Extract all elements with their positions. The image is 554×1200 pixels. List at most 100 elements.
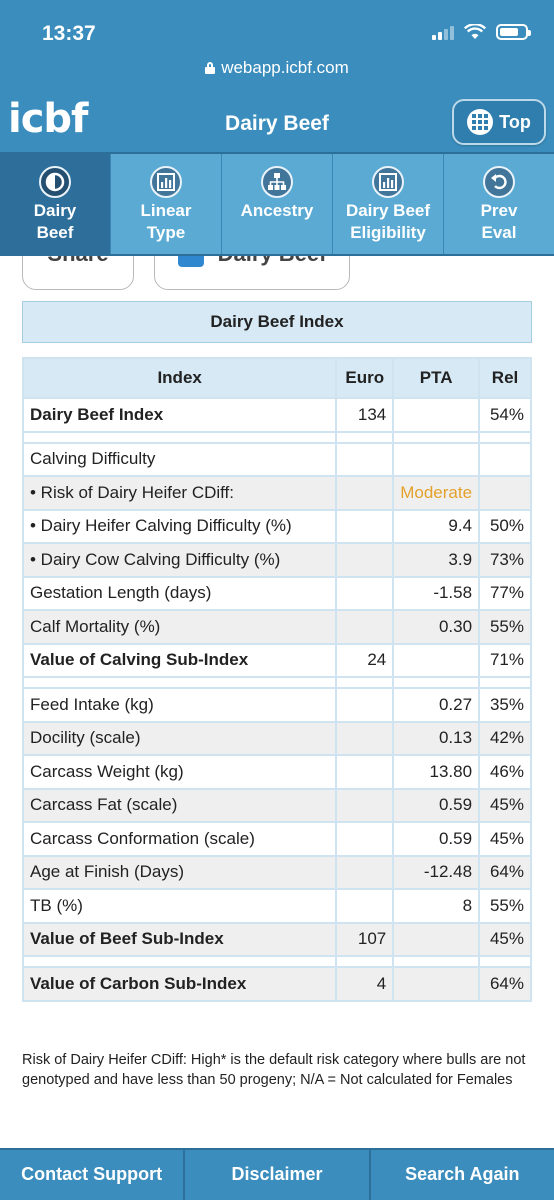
checkbox-icon: [177, 256, 204, 267]
cell-rel: 46%: [478, 754, 532, 790]
cell-index: Feed Intake (kg): [21, 687, 338, 723]
tab-label-line2: Ancestry: [240, 201, 314, 220]
page-title: Dairy Beef: [225, 112, 329, 135]
cell-index: Carcass Fat (scale): [21, 787, 338, 823]
cell-rel: [478, 441, 532, 477]
cell-pta: -12.48: [392, 854, 481, 890]
undo-arrow-icon: [483, 166, 515, 198]
cell-euro: [335, 821, 395, 857]
battery-icon: [496, 24, 531, 40]
tab-label-line1: Dairy: [33, 201, 77, 220]
dairy-beef-toggle-button[interactable]: Dairy Beef: [154, 256, 350, 290]
cell-index: Docility (scale): [21, 720, 338, 756]
cell-pta: 8: [392, 888, 481, 924]
cell-index: Value of Beef Sub-Index: [21, 921, 338, 957]
cell-pta: -1.58: [392, 575, 481, 611]
table-row: Value of Carbon Sub-Index 4 64%: [21, 966, 532, 1002]
cell-rel: 73%: [478, 542, 532, 578]
tab-dairy-beef[interactable]: Dairy Beef: [0, 154, 111, 254]
cell-index: Value of Calving Sub-Index: [21, 642, 338, 678]
tab-label-line2: Beef: [36, 223, 74, 242]
lock-icon: [205, 62, 216, 74]
top-header: 13:37 webapp.icbf.com icbf Dairy Beef To…: [0, 0, 554, 152]
cell-euro: [335, 854, 395, 890]
bottom-bar: Contact Support Disclaimer Search Again: [0, 1148, 554, 1200]
top-button[interactable]: Top: [452, 99, 546, 145]
tab-prev-eval[interactable]: Prev Eval: [444, 154, 554, 254]
url-text: webapp.icbf.com: [221, 58, 349, 77]
table-row: • Dairy Cow Calving Difficulty (%) 3.9 7…: [21, 542, 532, 578]
cell-euro: [335, 787, 395, 823]
footnote: Risk of Dairy Heifer CDiff: High* is the…: [22, 1052, 526, 1088]
cell-index: Age at Finish (Days): [21, 854, 338, 890]
cell-euro: [335, 508, 395, 544]
table-row: Carcass Conformation (scale) 0.59 45%: [21, 821, 532, 857]
search-again-button[interactable]: Search Again: [405, 1164, 520, 1184]
signal-icon: [432, 24, 454, 40]
cell-pta: 0.59: [392, 821, 481, 857]
cell-rel: 35%: [478, 687, 532, 723]
cell-euro: 4: [335, 966, 395, 1002]
table-header-row: Index Euro PTA Rel: [21, 357, 532, 399]
section-title: Dairy Beef Index: [22, 301, 532, 343]
cell-index: Calving Difficulty: [21, 441, 338, 477]
table-row: Docility (scale) 0.13 42%: [21, 720, 532, 756]
cell-pta-risk: Moderate: [392, 475, 481, 511]
share-button[interactable]: Share: [22, 256, 134, 290]
tab-dairy-beef-eligibility[interactable]: Dairy Beef Eligibility: [333, 154, 444, 254]
pedigree-tree-icon: [261, 166, 293, 198]
wifi-icon: [464, 24, 486, 39]
cell-euro: [335, 720, 395, 756]
main-content: Share Dairy Beef Dairy Beef Index Index …: [0, 256, 554, 1148]
cell-euro: [335, 888, 395, 924]
cell-euro: [335, 687, 395, 723]
cell-index: Gestation Length (days): [21, 575, 338, 611]
cell-index: Carcass Conformation (scale): [21, 821, 338, 857]
status-icons: [432, 24, 531, 40]
tab-label-line2: Eval: [481, 223, 517, 242]
cell-euro: 134: [335, 397, 395, 433]
cell-rel: 55%: [478, 888, 532, 924]
table-row: Calf Mortality (%) 0.30 55%: [21, 609, 532, 645]
disclaimer-button[interactable]: Disclaimer: [185, 1150, 371, 1200]
half-circle-icon: [39, 166, 71, 198]
cell-pta: [392, 921, 481, 957]
tab-linear-type[interactable]: Linear Type: [111, 154, 222, 254]
icbf-logo[interactable]: icbf: [8, 96, 88, 142]
cell-index: Dairy Beef Index: [21, 397, 338, 433]
grid-icon: [467, 109, 494, 135]
cell-index: Carcass Weight (kg): [21, 754, 338, 790]
contact-support-button[interactable]: Contact Support: [0, 1150, 186, 1200]
tab-ancestry[interactable]: Ancestry: [222, 154, 333, 254]
bar-chart-icon: [372, 166, 404, 198]
cell-rel: 64%: [478, 854, 532, 890]
cell-index: • Risk of Dairy Heifer CDiff:: [21, 475, 338, 511]
cell-index: Value of Carbon Sub-Index: [21, 966, 338, 1002]
cell-rel: 45%: [478, 787, 532, 823]
cell-rel: 50%: [478, 508, 532, 544]
cell-euro: [335, 475, 395, 511]
bar-chart-icon: [150, 166, 182, 198]
cell-euro: 107: [335, 921, 395, 957]
cell-rel: 64%: [478, 966, 532, 1002]
cell-pta: 0.27: [392, 687, 481, 723]
table-row: Carcass Weight (kg) 13.80 46%: [21, 754, 532, 790]
col-header-euro: Euro: [335, 357, 395, 399]
dairy-beef-index-table: Index Euro PTA Rel Dairy Beef Index 134 …: [21, 357, 532, 1002]
table-row: Gestation Length (days) -1.58 77%: [21, 575, 532, 611]
url-bar[interactable]: webapp.icbf.com: [0, 58, 554, 78]
cell-rel: 45%: [478, 921, 532, 957]
table-row: • Risk of Dairy Heifer CDiff: Moderate: [21, 475, 532, 511]
table-row: Feed Intake (kg) 0.27 35%: [21, 687, 532, 723]
table-row: Dairy Beef Index 134 54%: [21, 397, 532, 433]
cell-rel: 54%: [478, 397, 532, 433]
cell-index: • Dairy Cow Calving Difficulty (%): [21, 542, 338, 578]
cell-pta: 0.13: [392, 720, 481, 756]
table-row: Value of Calving Sub-Index 24 71%: [21, 642, 532, 678]
cell-index: Calf Mortality (%): [21, 609, 338, 645]
tab-label-line2: Type: [146, 223, 186, 242]
cell-pta: 13.80: [392, 754, 481, 790]
cell-rel: [478, 475, 532, 511]
col-header-rel: Rel: [478, 357, 532, 399]
